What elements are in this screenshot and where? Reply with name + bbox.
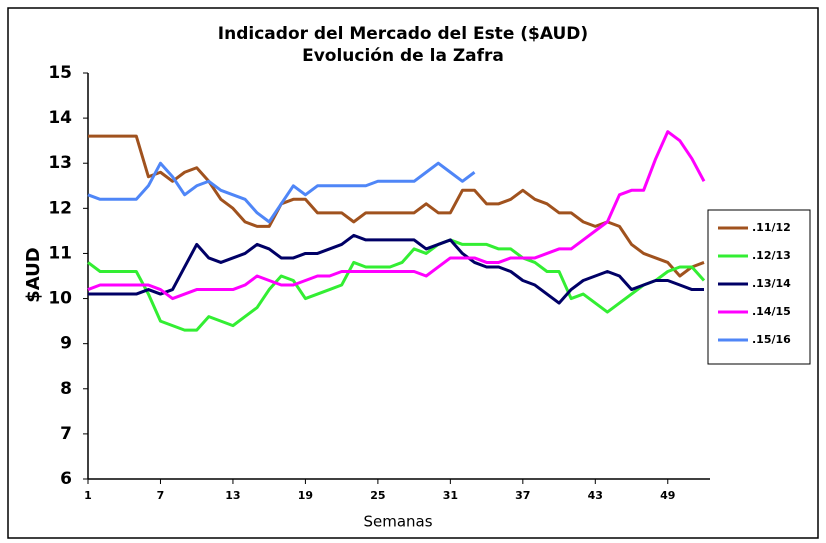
y-tick-label: 7 — [60, 424, 72, 444]
x-tick-label: 7 — [157, 489, 165, 502]
y-tick-label: 11 — [48, 243, 72, 263]
chart-title: Indicador del Mercado del Este ($AUD) — [218, 24, 588, 44]
series-line — [87, 130, 706, 301]
x-tick-label: 25 — [370, 489, 385, 502]
x-axis-label: Semanas — [363, 513, 432, 531]
chart-subtitle: Evolución de la Zafra — [302, 46, 504, 66]
legend-label: .15/16 — [752, 333, 791, 346]
y-tick-label: 10 — [48, 289, 72, 309]
legend-label: .13/14 — [752, 277, 791, 290]
series-line — [87, 161, 476, 224]
y-axis-label: $AUD — [23, 247, 44, 302]
series-line — [88, 134, 705, 278]
x-tick-label: 31 — [443, 489, 458, 502]
x-tick-label: 1 — [84, 489, 92, 502]
x-tick-label: 19 — [298, 489, 313, 502]
x-tick-label: 43 — [588, 489, 603, 502]
y-tick-label: 6 — [60, 469, 72, 489]
y-tick-label: 12 — [48, 198, 72, 218]
y-tick-label: 9 — [60, 334, 72, 354]
legend-box — [707, 209, 811, 365]
x-tick-label: 49 — [660, 489, 675, 502]
y-tick-label: 15 — [48, 63, 72, 83]
legend-label: .12/13 — [752, 249, 791, 262]
series-line — [88, 233, 704, 305]
x-tick-label: 37 — [515, 489, 530, 502]
series-line — [87, 238, 706, 332]
y-tick-label: 13 — [48, 153, 72, 173]
x-tick-label: 13 — [225, 489, 240, 502]
legend-label: .14/15 — [752, 305, 791, 318]
y-tick-label: 8 — [60, 379, 72, 399]
legend-label: .11/12 — [752, 221, 791, 234]
y-tick-label: 14 — [48, 108, 72, 128]
